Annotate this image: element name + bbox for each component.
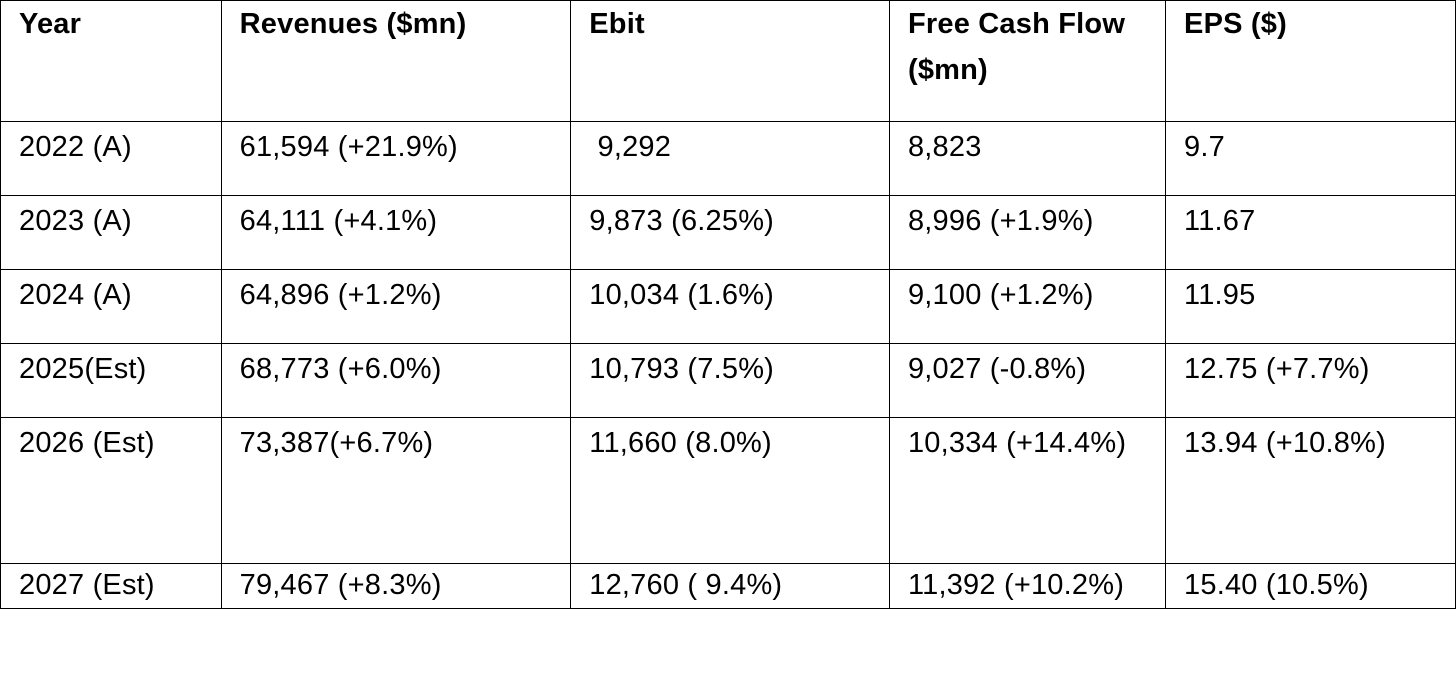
cell-ebit: 12,760 ( 9.4%) xyxy=(570,563,890,609)
cell-revenues: 61,594 (+21.9%) xyxy=(220,121,572,196)
cell-free-cash-flow: 8,996 (+1.9%) xyxy=(888,195,1167,270)
header-free-cash-flow: Free Cash Flow ($mn) xyxy=(888,0,1167,122)
table-row: 2023 (A) 64,111 (+4.1%) 9,873 (6.25%) 8,… xyxy=(0,195,1456,270)
cell-year: 2022 (A) xyxy=(0,121,222,196)
cell-revenues: 79,467 (+8.3%) xyxy=(220,563,572,609)
cell-eps: 15.40 (10.5%) xyxy=(1165,563,1456,609)
cell-ebit: 11,660 (8.0%) xyxy=(570,417,890,564)
cell-free-cash-flow: 8,823 xyxy=(888,121,1167,196)
cell-ebit: 10,793 (7.5%) xyxy=(570,343,890,418)
header-eps: EPS ($) xyxy=(1165,0,1456,122)
table-row: 2024 (A) 64,896 (+1.2%) 10,034 (1.6%) 9,… xyxy=(0,269,1456,344)
cell-year: 2025(Est) xyxy=(0,343,222,418)
cell-eps: 11.95 xyxy=(1165,269,1456,344)
cell-free-cash-flow: 10,334 (+14.4%) xyxy=(888,417,1167,564)
cell-eps: 11.67 xyxy=(1165,195,1456,270)
header-ebit: Ebit xyxy=(570,0,890,122)
cell-free-cash-flow: 9,027 (-0.8%) xyxy=(888,343,1167,418)
financial-table: Year Revenues ($mn) Ebit Free Cash Flow … xyxy=(0,0,1456,609)
table-row: 2025(Est) 68,773 (+6.0%) 10,793 (7.5%) 9… xyxy=(0,343,1456,418)
cell-revenues: 64,111 (+4.1%) xyxy=(220,195,572,270)
cell-revenues: 64,896 (+1.2%) xyxy=(220,269,572,344)
cell-revenues: 73,387(+6.7%) xyxy=(220,417,572,564)
header-year: Year xyxy=(0,0,222,122)
cell-ebit: 9,873 (6.25%) xyxy=(570,195,890,270)
cell-year: 2024 (A) xyxy=(0,269,222,344)
table-row: 2026 (Est) 73,387(+6.7%) 11,660 (8.0%) 1… xyxy=(0,417,1456,564)
cell-free-cash-flow: 9,100 (+1.2%) xyxy=(888,269,1167,344)
cell-year: 2027 (Est) xyxy=(0,563,222,609)
cell-ebit: 10,034 (1.6%) xyxy=(570,269,890,344)
table-row: 2022 (A) 61,594 (+21.9%) 9,292 8,823 9.7 xyxy=(0,121,1456,196)
cell-free-cash-flow: 11,392 (+10.2%) xyxy=(888,563,1167,609)
cell-eps: 9.7 xyxy=(1165,121,1456,196)
header-revenues: Revenues ($mn) xyxy=(220,0,572,122)
cell-ebit: 9,292 xyxy=(570,121,890,196)
cell-eps: 12.75 (+7.7%) xyxy=(1165,343,1456,418)
cell-year: 2026 (Est) xyxy=(0,417,222,564)
table-header-row: Year Revenues ($mn) Ebit Free Cash Flow … xyxy=(0,0,1456,122)
cell-revenues: 68,773 (+6.0%) xyxy=(220,343,572,418)
cell-eps: 13.94 (+10.8%) xyxy=(1165,417,1456,564)
cell-year: 2023 (A) xyxy=(0,195,222,270)
table-row: 2027 (Est) 79,467 (+8.3%) 12,760 ( 9.4%)… xyxy=(0,563,1456,609)
